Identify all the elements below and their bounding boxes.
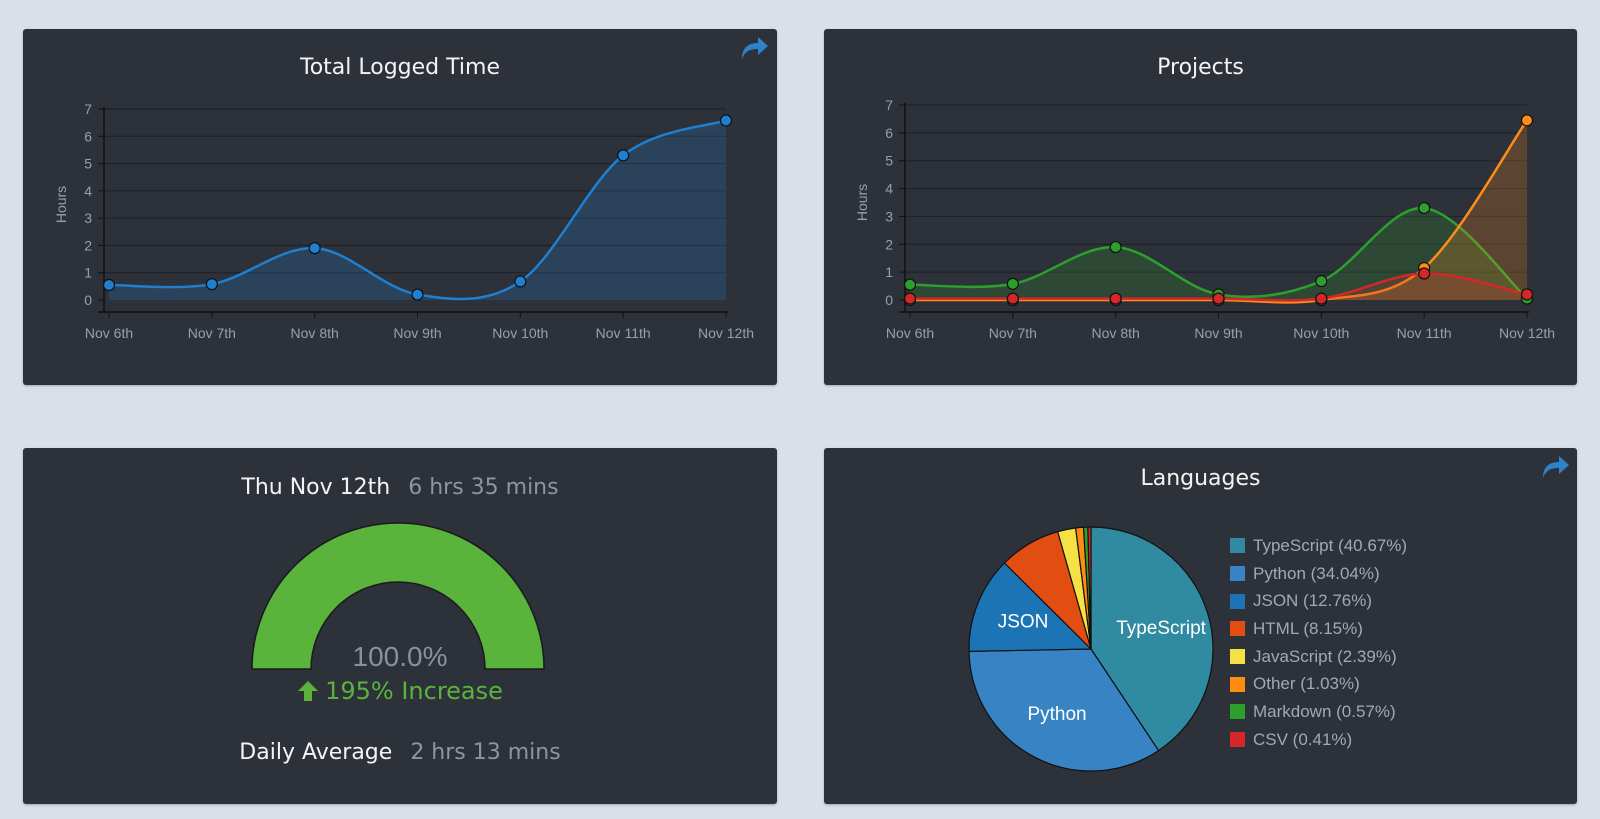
legend-swatch: [1230, 649, 1245, 665]
legend-item: Other (1.03%): [1230, 670, 1407, 698]
arrow-up-icon: [298, 681, 319, 701]
legend-swatch: [1230, 732, 1245, 748]
legend-swatch: [1230, 704, 1245, 720]
legend-item: CSV (0.41%): [1230, 726, 1407, 754]
legend-item: JSON (12.76%): [1230, 587, 1407, 615]
languages-legend: TypeScript (40.67%) Python (34.04%) JSON (…: [1230, 532, 1407, 754]
card-title: Projects: [1157, 55, 1244, 80]
legend-label: CSV (0.41%): [1253, 729, 1353, 749]
daily-average-label: Daily Average: [239, 740, 393, 765]
legend-item: Python (34.04%): [1230, 560, 1407, 588]
share-arrow-icon[interactable]: [739, 35, 769, 61]
daily-average-value: 2 hrs 13 mins: [410, 740, 561, 765]
card-title: Languages: [1140, 466, 1261, 491]
daily-average: Daily Average 2 hrs 13 mins: [23, 740, 777, 765]
legend-label: Markdown (0.57%): [1253, 701, 1396, 721]
projects-card: Projects: [824, 29, 1577, 385]
legend-label: TypeScript (40.67%): [1253, 535, 1408, 555]
increase-label: 195% Increase: [325, 677, 503, 705]
share-arrow-icon[interactable]: [1540, 454, 1570, 480]
today-header: Thu Nov 12th 6 hrs 35 mins: [23, 475, 777, 500]
legend-swatch: [1230, 538, 1245, 554]
languages-card: Languages: [824, 448, 1577, 804]
gauge-fill: [251, 522, 545, 670]
legend-item: HTML (8.15%): [1230, 615, 1407, 643]
legend-item: Markdown (0.57%): [1230, 698, 1407, 726]
card-title: Total Logged Time: [300, 55, 500, 80]
legend-label: JavaScript (2.39%): [1253, 646, 1397, 666]
legend-item: JavaScript (2.39%): [1230, 643, 1407, 671]
daily-summary-card: Thu Nov 12th 6 hrs 35 mins 100.0% 195% In…: [23, 448, 777, 804]
legend-swatch: [1230, 593, 1245, 609]
legend-swatch: [1230, 676, 1245, 692]
legend-label: Python (34.04%): [1253, 563, 1380, 583]
today-time: 6 hrs 35 mins: [408, 475, 559, 500]
increase-indicator: 195% Increase: [23, 677, 777, 705]
legend-item: TypeScript (40.67%): [1230, 532, 1407, 560]
legend-swatch: [1230, 621, 1245, 637]
gauge-percent: 100.0%: [353, 641, 448, 672]
legend-label: Other (1.03%): [1253, 674, 1360, 694]
total-logged-time-card: Total Logged Time: [23, 29, 777, 385]
legend-label: JSON (12.76%): [1253, 591, 1373, 611]
daily-gauge: 100.0%: [251, 522, 545, 672]
legend-label: HTML (8.15%): [1253, 618, 1363, 638]
today-date: Thu Nov 12th: [241, 475, 391, 500]
legend-swatch: [1230, 566, 1245, 582]
